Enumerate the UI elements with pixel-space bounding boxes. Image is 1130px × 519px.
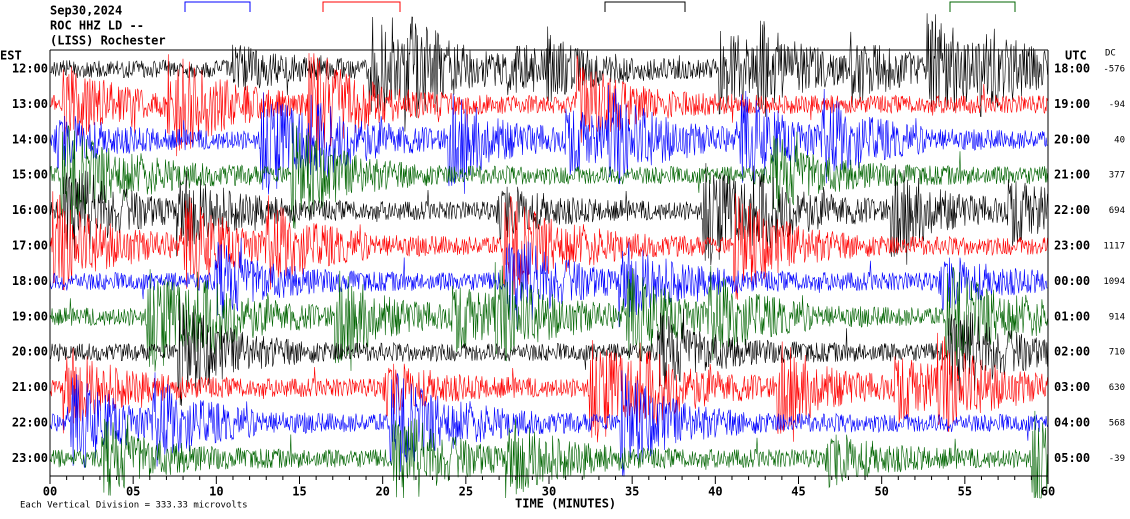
trace [49,410,1048,499]
x-tick-label: 05 [126,485,140,499]
x-tick-label: 40 [708,485,722,499]
dc-value: 710 [1109,348,1125,358]
right-hour-label: 18:00 [1054,62,1090,76]
left-hour-label: 23:00 [12,451,48,465]
trace [49,13,1048,132]
trace [49,332,1048,443]
x-tick-label: 55 [958,485,972,499]
dc-value: 1117 [1103,242,1125,252]
trace [49,370,1048,477]
x-tick-label: 25 [459,485,473,499]
x-tick-label: 30 [542,485,556,499]
trace [49,299,1048,406]
labels: 12:00 18:00 -576 13:00 19:00 -94 14:00 20:00 40 1… [12,62,1125,499]
right-hour-label: 00:00 [1054,274,1090,288]
dc-value: 630 [1109,383,1125,393]
left-hour-label: 21:00 [12,380,48,394]
trace [49,237,1048,330]
left-hour-label: 19:00 [12,309,48,323]
right-hour-label: 20:00 [1054,132,1090,146]
x-tick-label: 15 [292,485,306,499]
left-hour-label: 12:00 [12,62,48,76]
trace [49,53,1048,164]
dc-value: 1094 [1103,277,1125,287]
marker [949,1,1016,12]
right-hour-label: 23:00 [1054,239,1090,253]
left-hour-label: 14:00 [12,132,48,146]
dc-value: 694 [1109,206,1125,216]
right-axis-title: UTC [1065,49,1087,63]
x-tick-label: 50 [874,485,888,499]
right-hour-label: 22:00 [1054,203,1090,217]
trace-layer [49,13,1048,499]
right-hour-label: 03:00 [1054,380,1090,394]
marker [604,1,686,12]
trace [49,85,1048,195]
dc-value: 914 [1109,312,1125,322]
left-hour-label: 18:00 [12,274,48,288]
dc-value: 568 [1109,419,1125,429]
left-hour-label: 17:00 [12,239,48,253]
location: (LISS) Rochester [50,34,166,48]
trace [49,262,1048,372]
dc-value: 40 [1114,135,1125,145]
x-axis-title: TIME (MINUTES) [515,497,616,511]
date: Sep30,2024 [50,4,122,18]
marker [184,1,251,12]
dc-title: DC [1105,49,1116,59]
right-hour-label: 19:00 [1054,97,1090,111]
right-hour-label: 04:00 [1054,416,1090,430]
right-hour-label: 05:00 [1054,451,1090,465]
right-hour-label: 01:00 [1054,309,1090,323]
left-hour-label: 13:00 [12,97,48,111]
trace [49,122,1048,229]
dc-value: 377 [1109,171,1125,181]
dc-value: -576 [1103,65,1125,75]
x-tick-label: 35 [625,485,639,499]
x-tick-label: 60 [1041,485,1055,499]
station: ROC HHZ LD -- [50,19,144,33]
left-hour-label: 20:00 [12,345,48,359]
left-hour-label: 22:00 [12,416,48,430]
left-hour-label: 16:00 [12,203,48,217]
left-axis-title: EST [0,49,22,63]
footer: Each Vertical Division = 333.33 microvol… [20,501,248,511]
dc-value: -94 [1109,100,1125,110]
right-hour-label: 02:00 [1054,345,1090,359]
x-tick-label: 10 [209,485,223,499]
left-hour-label: 15:00 [12,168,48,182]
dc-value: -39 [1109,454,1125,464]
x-tick-label: 00 [43,485,57,499]
x-tick-label: 20 [375,485,389,499]
right-hour-label: 21:00 [1054,168,1090,182]
marker [322,1,401,12]
trace [49,191,1048,300]
x-tick-label: 45 [791,485,805,499]
trace [49,163,1048,266]
